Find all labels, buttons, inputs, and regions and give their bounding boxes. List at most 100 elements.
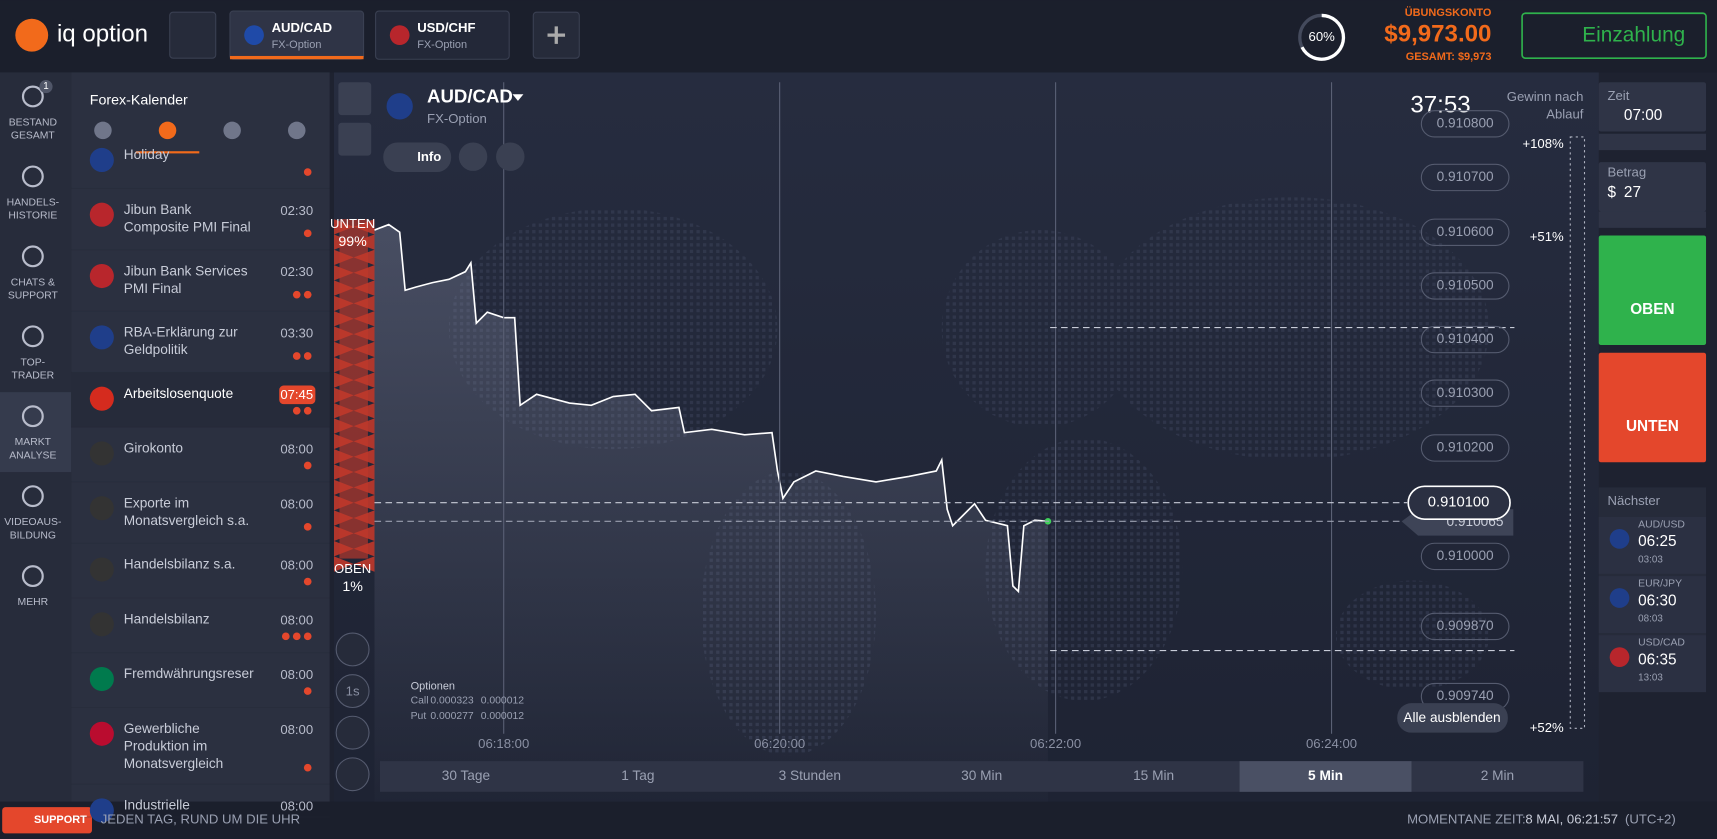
- hide-all-button[interactable]: [1397, 703, 1508, 733]
- importance-dot: [292, 632, 301, 641]
- calendar-event[interactable]: [71, 798, 330, 823]
- asset-tab[interactable]: [375, 10, 510, 60]
- map-au: [1335, 580, 1490, 690]
- event-flag: [89, 557, 114, 582]
- importance-dot: [303, 577, 312, 586]
- sidebar-icon: [21, 405, 44, 428]
- importance-dot: [292, 290, 301, 299]
- profit-label: Gewinn nach: [1507, 89, 1584, 104]
- calendar-event[interactable]: [71, 441, 330, 483]
- event-time: 03:30: [280, 326, 313, 341]
- payout-label: +51%: [1530, 229, 1564, 244]
- calendar-event[interactable]: [71, 372, 330, 428]
- current-price-pill: [1407, 485, 1511, 520]
- grid-button[interactable]: [169, 11, 217, 59]
- up-label: OBEN: [1630, 301, 1674, 318]
- sidebar-label: BILDUNG: [10, 530, 56, 541]
- calendar-event[interactable]: [71, 147, 330, 189]
- amount-steps[interactable]: [1598, 211, 1707, 228]
- calendar-filter[interactable]: [287, 121, 306, 140]
- event-time: 02:30: [280, 264, 313, 279]
- calendar-filter[interactable]: [158, 121, 177, 140]
- time-label: Zeit: [1607, 88, 1629, 103]
- event-name: Monatsvergleich s.a.: [124, 513, 249, 528]
- chart-tool[interactable]: [335, 674, 370, 709]
- calendar-event[interactable]: [71, 612, 330, 654]
- timeframe-label: 15 Min: [1133, 768, 1174, 783]
- option-value: Call: [411, 696, 429, 707]
- alert-button[interactable]: [458, 142, 488, 171]
- sidebar-item[interactable]: [0, 552, 71, 632]
- time-label: 06:24:00: [1306, 736, 1357, 751]
- price-label: 0.910500: [1437, 278, 1494, 293]
- price-label: 0.909870: [1437, 618, 1494, 633]
- importance-dot: [303, 168, 312, 176]
- asset-dropdown[interactable]: [512, 94, 524, 101]
- event-flag: [89, 264, 114, 289]
- calendar-event[interactable]: [71, 721, 330, 785]
- importance-dot: [281, 632, 290, 641]
- clock-label: MOMENTANE ZEIT:: [1407, 812, 1526, 827]
- calendar-event[interactable]: [71, 557, 330, 599]
- options-title: Optionen: [411, 681, 455, 693]
- next-countdown: 13:03: [1638, 673, 1663, 684]
- favorite-button[interactable]: [496, 142, 525, 171]
- time-label: 06:18:00: [478, 736, 529, 751]
- time-highlight: [279, 385, 316, 405]
- amount-box[interactable]: [1598, 162, 1707, 212]
- next-pair: EUR/JPY: [1638, 579, 1682, 590]
- tab-type: FX-Option: [272, 39, 322, 51]
- event-flag: [89, 202, 114, 227]
- calendar-event[interactable]: [71, 264, 330, 312]
- interval-label: 1s: [346, 684, 360, 699]
- slogan: JEDEN TAG, RUND UM DIE UHR: [101, 812, 300, 827]
- event-time: 07:45: [280, 387, 313, 402]
- next-label: Nächster: [1607, 493, 1660, 508]
- calendar-event[interactable]: [71, 202, 330, 251]
- calendar-filter[interactable]: [223, 121, 241, 140]
- chart-tool[interactable]: [335, 757, 370, 792]
- time-label: 06:20:00: [754, 736, 805, 751]
- deposit-label: Einzahlung: [1582, 24, 1685, 47]
- timeframe-label: 1 Tag: [621, 768, 654, 783]
- price-area: [374, 224, 1048, 802]
- time-steps[interactable]: [1598, 133, 1707, 151]
- chart-tool[interactable]: [335, 715, 370, 750]
- sentiment-step: [333, 556, 375, 572]
- info-button[interactable]: [383, 142, 452, 173]
- calendar-event[interactable]: [71, 496, 330, 544]
- event-name: Holiday: [124, 147, 170, 162]
- event-name: Handelsbilanz: [124, 611, 210, 626]
- sidebar-icon: [21, 245, 44, 268]
- down-pct: 99%: [338, 234, 367, 250]
- chart-tool[interactable]: [335, 632, 370, 667]
- sidebar-icon: [21, 165, 44, 188]
- close-panel-button[interactable]: [338, 82, 372, 116]
- price-label: 0.910300: [1437, 385, 1494, 400]
- sidebar-label: VIDEOAUS-: [4, 517, 61, 528]
- deposit-button[interactable]: [1521, 12, 1707, 59]
- next-flag: [1609, 588, 1630, 608]
- calendar-event[interactable]: [71, 666, 330, 709]
- time-box[interactable]: [1598, 82, 1707, 132]
- event-time: 08:00: [280, 799, 313, 814]
- up-button[interactable]: [1598, 235, 1707, 346]
- progress-label: 60%: [1309, 29, 1336, 44]
- next-flag: [1609, 647, 1630, 667]
- payout-label: +52%: [1530, 720, 1564, 735]
- tab-indicator: [229, 55, 364, 60]
- tab-pair: USD/CHF: [417, 20, 475, 35]
- down-button[interactable]: [1598, 352, 1707, 463]
- up-label: OBEN: [334, 561, 371, 576]
- timeframe-button[interactable]: [1239, 761, 1412, 792]
- sidebar-label: GESAMT: [11, 131, 56, 142]
- event-name: Composite PMI Final: [124, 219, 251, 234]
- sidebar-label: HANDELS-: [7, 197, 60, 208]
- collapse-button[interactable]: [338, 122, 372, 156]
- support-button[interactable]: [2, 807, 92, 834]
- sidebar-icon: [21, 565, 44, 588]
- amount: 27: [1624, 184, 1641, 201]
- calendar-filter[interactable]: [94, 121, 112, 140]
- importance-dot: [303, 687, 312, 695]
- sidebar-label: SUPPORT: [8, 291, 59, 302]
